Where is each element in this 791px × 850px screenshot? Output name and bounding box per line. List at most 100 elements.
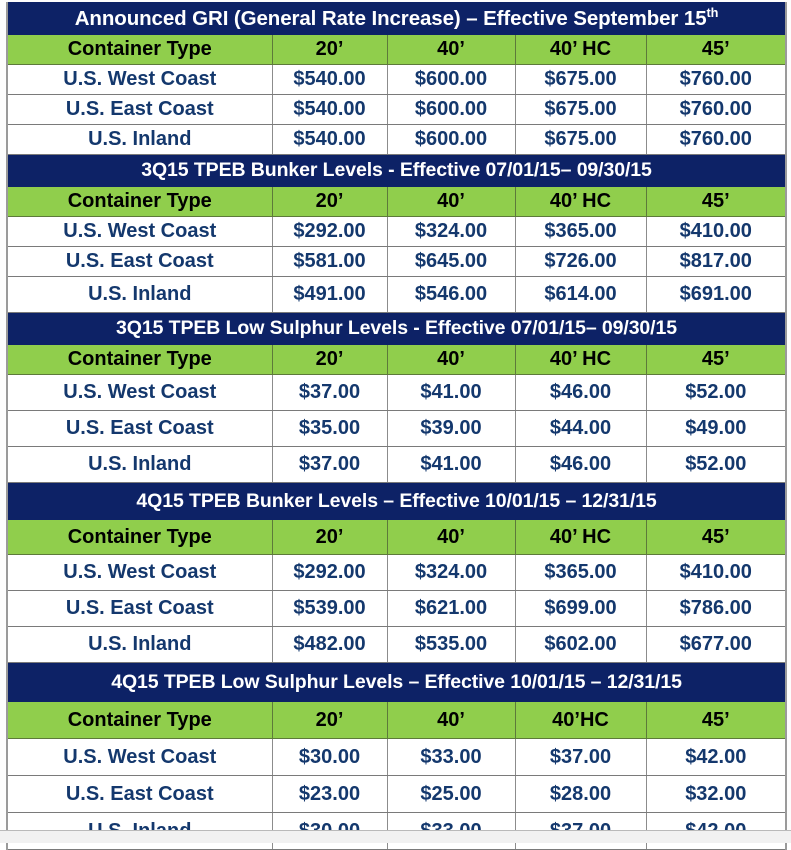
section-header-row: 4Q15 TPEB Low Sulphur Levels – Effective… <box>7 662 787 702</box>
column-header-20ft: 20’ <box>272 34 388 65</box>
row-label: U.S. East Coast <box>7 246 273 277</box>
rate-cell: $52.00 <box>646 446 787 483</box>
rate-cell: $365.00 <box>515 554 647 591</box>
row-label: U.S. East Coast <box>7 590 273 627</box>
rate-cell: $677.00 <box>646 626 787 663</box>
rate-cell: $410.00 <box>646 216 787 247</box>
rate-cell: $760.00 <box>646 64 787 95</box>
rate-cell: $760.00 <box>646 94 787 125</box>
rate-cell: $645.00 <box>387 246 516 277</box>
column-header-20ft: 20’ <box>272 519 388 555</box>
rate-cell: $540.00 <box>272 94 388 125</box>
rate-cell: $535.00 <box>387 626 516 663</box>
rate-cell: $614.00 <box>515 276 647 313</box>
rate-cell: $540.00 <box>272 124 388 155</box>
rate-table: Announced GRI (General Rate Increase) – … <box>6 2 788 850</box>
row-label: U.S. East Coast <box>7 775 273 813</box>
column-header-40hc: 40’ HC <box>515 519 647 555</box>
rate-cell: $25.00 <box>387 775 516 813</box>
rate-cell: $46.00 <box>515 374 647 411</box>
row-label: U.S. West Coast <box>7 216 273 247</box>
column-header-40ft: 40’ <box>387 186 516 217</box>
column-header-container-type: Container Type <box>7 519 273 555</box>
rate-cell: $44.00 <box>515 410 647 447</box>
column-header-row: Container Type 20’ 40’ 40’ HC 45’ <box>7 34 787 65</box>
rate-cell: $23.00 <box>272 775 388 813</box>
row-label: U.S. Inland <box>7 446 273 483</box>
row-label: U.S. West Coast <box>7 64 273 95</box>
column-header-container-type: Container Type <box>7 701 273 739</box>
section-header-row: 4Q15 TPEB Bunker Levels – Effective 10/0… <box>7 482 787 520</box>
column-header-45ft: 45’ <box>646 701 787 739</box>
column-header-40hc: 40’ HC <box>515 186 647 217</box>
column-header-20ft: 20’ <box>272 186 388 217</box>
rate-cell: $600.00 <box>387 64 516 95</box>
table-row: U.S. West Coast $292.00 $324.00 $365.00 … <box>7 554 787 591</box>
rate-cell: $726.00 <box>515 246 647 277</box>
rate-cell: $760.00 <box>646 124 787 155</box>
table-row: U.S. East Coast $539.00 $621.00 $699.00 … <box>7 590 787 627</box>
section-header-row: 3Q15 TPEB Low Sulphur Levels - Effective… <box>7 312 787 345</box>
column-header-45ft: 45’ <box>646 344 787 375</box>
table-row: U.S. West Coast $37.00 $41.00 $46.00 $52… <box>7 374 787 411</box>
row-label: U.S. East Coast <box>7 410 273 447</box>
table-row: U.S. West Coast $292.00 $324.00 $365.00 … <box>7 216 787 247</box>
section-title-3q15-bunker: 3Q15 TPEB Bunker Levels - Effective 07/0… <box>7 154 787 187</box>
section-header-row: Announced GRI (General Rate Increase) – … <box>7 2 787 35</box>
rate-cell: $292.00 <box>272 554 388 591</box>
column-header-40ft: 40’ <box>387 344 516 375</box>
row-label: U.S. West Coast <box>7 374 273 411</box>
rate-cell: $482.00 <box>272 626 388 663</box>
column-header-container-type: Container Type <box>7 186 273 217</box>
column-header-20ft: 20’ <box>272 344 388 375</box>
rate-cell: $581.00 <box>272 246 388 277</box>
table-row: U.S. Inland $482.00 $535.00 $602.00 $677… <box>7 626 787 663</box>
column-header-container-type: Container Type <box>7 34 273 65</box>
rate-cell: $41.00 <box>387 374 516 411</box>
rate-cell: $546.00 <box>387 276 516 313</box>
rate-cell: $621.00 <box>387 590 516 627</box>
rate-cell: $30.00 <box>272 738 388 776</box>
rate-cell: $600.00 <box>387 124 516 155</box>
table-row: U.S. East Coast $35.00 $39.00 $44.00 $49… <box>7 410 787 447</box>
bottom-margin-strip <box>0 830 791 843</box>
section-title-text: Announced GRI (General Rate Increase) – … <box>74 7 707 30</box>
column-header-40ft: 40’ <box>387 34 516 65</box>
column-header-row: Container Type 20’ 40’ 40’ HC 45’ <box>7 519 787 555</box>
table-row: U.S. East Coast $23.00 $25.00 $28.00 $32… <box>7 775 787 813</box>
table-row: U.S. Inland $491.00 $546.00 $614.00 $691… <box>7 276 787 313</box>
rate-cell: $491.00 <box>272 276 388 313</box>
rate-cell: $37.00 <box>272 374 388 411</box>
rate-cell: $28.00 <box>515 775 647 813</box>
row-label: U.S. Inland <box>7 626 273 663</box>
row-label: U.S. West Coast <box>7 554 273 591</box>
table-row: U.S. East Coast $581.00 $645.00 $726.00 … <box>7 246 787 277</box>
rate-cell: $699.00 <box>515 590 647 627</box>
rate-cell: $600.00 <box>387 94 516 125</box>
column-header-45ft: 45’ <box>646 186 787 217</box>
rate-cell: $540.00 <box>272 64 388 95</box>
column-header-40ft: 40’ <box>387 519 516 555</box>
section-title-3q15-low-sulphur: 3Q15 TPEB Low Sulphur Levels - Effective… <box>7 312 787 345</box>
table-row: U.S. Inland $37.00 $41.00 $46.00 $52.00 <box>7 446 787 483</box>
row-label: U.S. Inland <box>7 276 273 313</box>
table-row: U.S. West Coast $540.00 $600.00 $675.00 … <box>7 64 787 95</box>
rate-cell: $817.00 <box>646 246 787 277</box>
rate-cell: $675.00 <box>515 94 647 125</box>
rate-cell: $42.00 <box>646 738 787 776</box>
rate-cell: $33.00 <box>387 738 516 776</box>
row-label: U.S. Inland <box>7 124 273 155</box>
row-label: U.S. East Coast <box>7 94 273 125</box>
section-title-gri: Announced GRI (General Rate Increase) – … <box>7 2 787 35</box>
column-header-40hc: 40’ HC <box>515 344 647 375</box>
column-header-45ft: 45’ <box>646 519 787 555</box>
rate-cell: $32.00 <box>646 775 787 813</box>
column-header-row: Container Type 20’ 40’ 40’ HC 45’ <box>7 186 787 217</box>
rate-cell: $324.00 <box>387 554 516 591</box>
column-header-container-type: Container Type <box>7 344 273 375</box>
rate-cell: $41.00 <box>387 446 516 483</box>
section-title-4q15-low-sulphur: 4Q15 TPEB Low Sulphur Levels – Effective… <box>7 662 787 702</box>
rate-cell: $410.00 <box>646 554 787 591</box>
section-title-ordinal-suffix: th <box>706 5 719 21</box>
